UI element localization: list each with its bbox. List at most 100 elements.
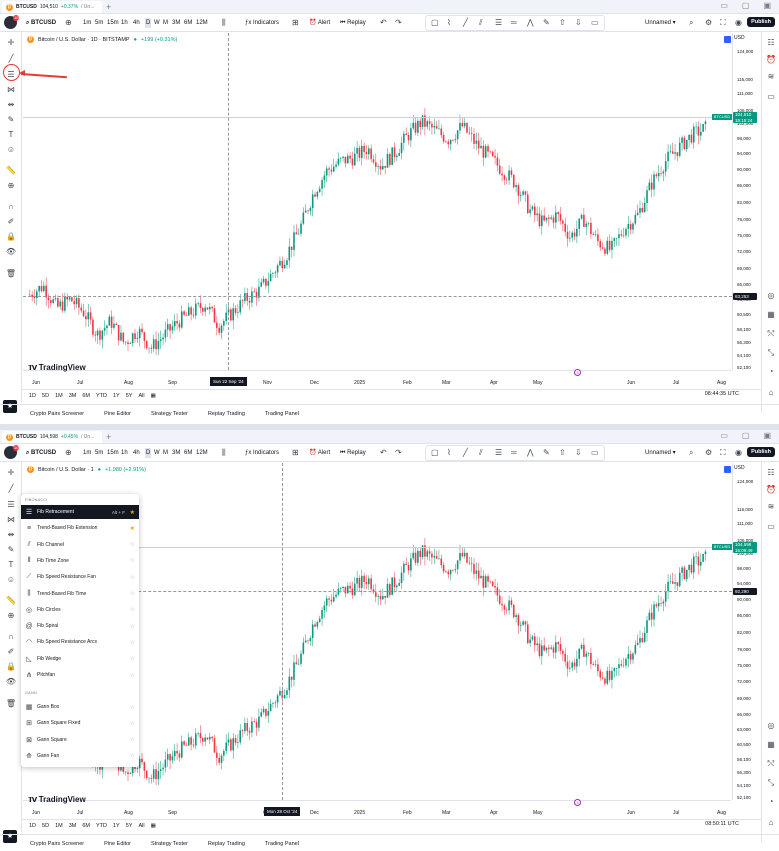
interval-m[interactable]: M bbox=[163, 20, 168, 26]
path-icon[interactable]: ⌇ bbox=[447, 448, 451, 457]
interval-5m[interactable]: 5m bbox=[95, 450, 104, 456]
fullscreen-icon[interactable]: ▣ bbox=[763, 1, 771, 10]
favorites-star-icon[interactable]: ★ bbox=[3, 400, 17, 413]
menu-item[interactable]: ⟋ Fib Speed Resistance Fan ☆ bbox=[21, 570, 139, 584]
candle-style-icon[interactable]: ⫼ bbox=[222, 448, 226, 457]
rect-icon[interactable]: ▢ bbox=[431, 18, 439, 27]
calendar-icon[interactable]: ▦ bbox=[767, 310, 775, 319]
favorite-star-icon[interactable]: ★ bbox=[129, 525, 135, 532]
stay-drawing-icon[interactable]: ✐ bbox=[7, 217, 15, 226]
layout-button[interactable]: Unnamed ▾ bbox=[645, 20, 676, 26]
favorite-star-icon[interactable]: ☆ bbox=[129, 623, 135, 630]
visibility-icon[interactable]: 👁 bbox=[5, 677, 17, 686]
price-axis[interactable]: 124,000 116,000 111,000 106,000 102,000 98,00… bbox=[732, 463, 761, 800]
time-axis[interactable]: JunJulAugSepOctDec2025FebMarAprMayJunJul… bbox=[23, 800, 731, 818]
range-ytd[interactable]: YTD bbox=[95, 822, 107, 829]
goto-date-icon[interactable]: ▦ bbox=[150, 392, 156, 399]
layers-icon[interactable]: ≋ bbox=[767, 502, 775, 511]
currency-label[interactable]: USD bbox=[734, 35, 745, 41]
interval-1m[interactable]: 1m bbox=[83, 450, 92, 456]
hline-icon[interactable]: ═ bbox=[511, 18, 517, 27]
menu-item[interactable]: ⫼ Trend-Based Fib Time ☆ bbox=[21, 587, 139, 601]
alerts-icon[interactable]: ⏰ bbox=[766, 55, 776, 64]
interval-d[interactable]: D bbox=[145, 18, 152, 28]
fullscreen-icon[interactable]: ▣ bbox=[763, 431, 771, 440]
range-1m[interactable]: 1M bbox=[55, 822, 63, 829]
price-axis[interactable]: 124,000 116,000 111,000 106,000 102,000 98,00… bbox=[732, 33, 761, 370]
range-3m[interactable]: 3M bbox=[68, 392, 77, 399]
watchlist-icon[interactable]: ☷ bbox=[767, 38, 775, 47]
alert-button[interactable]: ⏰ Alert bbox=[309, 450, 331, 456]
range-all[interactable]: All bbox=[138, 822, 145, 829]
favorite-star-icon[interactable]: ☆ bbox=[129, 542, 135, 549]
fullscreen-icon[interactable]: ⛶ bbox=[720, 18, 726, 27]
camera-icon[interactable]: ◉ bbox=[735, 18, 742, 27]
chat-icon[interactable]: ▭ bbox=[767, 92, 775, 101]
crosshair-icon[interactable]: ✛ bbox=[7, 468, 15, 477]
lock-icon[interactable]: 🔒 bbox=[6, 232, 16, 241]
range-3m[interactable]: 3M bbox=[68, 822, 77, 829]
bottom-tab[interactable]: Trading Panel bbox=[264, 840, 299, 847]
trend-line-icon[interactable]: ╱ bbox=[8, 54, 14, 63]
undo-icon[interactable]: ↶ bbox=[380, 448, 387, 457]
chat-icon[interactable]: ▭ bbox=[767, 522, 775, 531]
event-marker[interactable]: 3 bbox=[574, 369, 581, 376]
emoji-icon[interactable]: ☺ bbox=[6, 575, 16, 584]
minimize-icon[interactable]: ▭ bbox=[720, 431, 728, 440]
interval-m[interactable]: M bbox=[163, 450, 168, 456]
symbol-search[interactable]: ⌕ BTCUSD bbox=[26, 20, 57, 26]
arrow-up-icon[interactable]: ⇧ bbox=[559, 448, 566, 457]
bottom-tab[interactable]: Strategy Tester bbox=[151, 840, 188, 847]
zoom-icon[interactable]: ⊕ bbox=[7, 611, 15, 620]
camera-icon[interactable]: ◉ bbox=[735, 448, 742, 457]
notifications-icon[interactable]: ⌂ bbox=[768, 388, 774, 397]
target-icon[interactable]: ◎ bbox=[767, 721, 775, 730]
auto-scale-icon[interactable] bbox=[724, 466, 731, 473]
alert-button[interactable]: ⏰ Alert bbox=[309, 20, 331, 26]
fib-icon[interactable]: ☰ bbox=[495, 18, 503, 27]
menu-item[interactable]: ⊠ Gann Square ☆ bbox=[21, 733, 139, 747]
compare-icon[interactable]: ⊕ bbox=[65, 18, 72, 27]
favorite-star-icon[interactable]: ☆ bbox=[129, 639, 135, 646]
interval-4h[interactable]: 4h bbox=[133, 20, 140, 26]
interval-w[interactable]: W bbox=[154, 450, 160, 456]
ruler-icon[interactable]: 📏 bbox=[6, 596, 16, 605]
replay-button[interactable]: ⏮ Replay bbox=[340, 450, 366, 456]
trash-icon[interactable]: 🗑 bbox=[5, 699, 17, 708]
range-5y[interactable]: 5Y bbox=[125, 822, 133, 829]
hline-icon[interactable]: ═ bbox=[511, 448, 517, 457]
favorite-star-icon[interactable]: ☆ bbox=[129, 672, 135, 679]
range-1y[interactable]: 1Y bbox=[112, 392, 120, 399]
menu-item[interactable]: ≡ Trend-Based Fib Extension ★ bbox=[21, 521, 139, 535]
range-all[interactable]: All bbox=[138, 392, 145, 399]
pattern-icon[interactable]: ⋈ bbox=[7, 85, 15, 94]
bottom-tab[interactable]: Crypto Pairs Screener bbox=[30, 840, 85, 847]
favorite-star-icon[interactable]: ☆ bbox=[129, 574, 135, 581]
range-6m[interactable]: 6M bbox=[82, 822, 90, 829]
watchlist-icon[interactable]: ☷ bbox=[767, 468, 775, 477]
arrow-up-icon[interactable]: ⇧ bbox=[559, 18, 566, 27]
favorite-star-icon[interactable]: ☆ bbox=[129, 656, 135, 663]
interval-6m[interactable]: 6M bbox=[184, 20, 193, 26]
browser-tab[interactable]: ₿ BTCUSD 104,510 +0.37% / Un... bbox=[2, 1, 102, 13]
new-tab-icon[interactable]: + bbox=[106, 432, 112, 442]
menu-item[interactable]: ⊞ Gann Square Fixed ☆ bbox=[21, 716, 139, 730]
pen-icon[interactable]: ✎ bbox=[543, 448, 550, 457]
templates-icon[interactable]: ⊞ bbox=[292, 448, 299, 457]
brush-icon[interactable]: ✎ bbox=[7, 115, 15, 124]
range-5d[interactable]: 5D bbox=[42, 822, 50, 829]
fullscreen-icon[interactable]: ⛶ bbox=[720, 448, 726, 457]
undo-icon[interactable]: ↶ bbox=[380, 18, 387, 27]
time-axis[interactable]: Jun Jul Aug Sep Nov Dec 2025 Feb Mar Apr May Jun Jul… bbox=[23, 370, 731, 388]
magnet-icon[interactable]: ∩ bbox=[8, 632, 14, 641]
menu-item[interactable]: @ Fib Spiral ☆ bbox=[21, 619, 139, 633]
range-1m[interactable]: 1M bbox=[55, 392, 63, 399]
interval-4h[interactable]: 4h bbox=[133, 450, 140, 456]
streams-icon[interactable]: ◔ bbox=[768, 797, 774, 806]
lock-icon[interactable]: 🔒 bbox=[6, 662, 16, 671]
candle-style-icon[interactable]: ⫼ bbox=[222, 18, 226, 27]
range-1d[interactable]: 1D bbox=[29, 392, 37, 399]
zigzag-icon[interactable]: ⋀ bbox=[527, 18, 534, 27]
interval-d[interactable]: D bbox=[145, 448, 152, 458]
zigzag-icon[interactable]: ⋀ bbox=[527, 448, 534, 457]
